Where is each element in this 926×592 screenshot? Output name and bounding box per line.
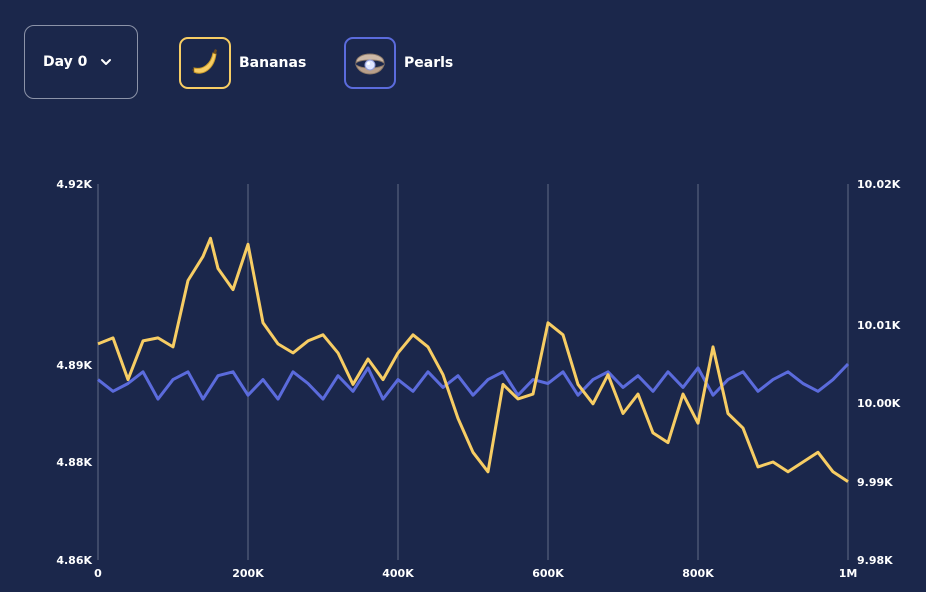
pearl-oyster-icon (344, 37, 396, 89)
x-tick-label: 800K (682, 567, 714, 580)
y-left-tick-label: 4.88K (56, 456, 92, 469)
y-left-tick-label: 4.89K (56, 359, 92, 372)
series-lines (97, 236, 850, 483)
y-left-tick-label: 4.86K (56, 554, 92, 567)
day-select[interactable]: Day 0 (24, 25, 138, 99)
legend-pearls[interactable]: Pearls (344, 35, 453, 91)
y-right-tick-label: 9.99K (857, 476, 893, 489)
x-tick-label: 600K (532, 567, 564, 580)
x-tick-label: 200K (232, 567, 264, 580)
x-tick-label: 1M (839, 567, 858, 580)
tick-labels: 0 200K 400K 600K 800K 1M 4.86K 4.88K 4.89K 4.92K 9… (56, 178, 900, 580)
legend-pearls-label: Pearls (404, 55, 454, 71)
pearls-series-line (97, 362, 850, 401)
y-right-tick-label: 10.02K (857, 178, 901, 191)
y-right-tick-label: 9.98K (857, 554, 893, 567)
chevron-down-icon (99, 55, 113, 69)
legend-bananas-label: Bananas (239, 55, 307, 71)
day-select-label: Day 0 (43, 54, 88, 70)
x-tick-label: 400K (382, 567, 414, 580)
x-tick-label: 0 (94, 567, 102, 580)
y-left-tick-label: 4.92K (56, 178, 92, 191)
banana-icon (179, 37, 231, 89)
y-right-tick-label: 10.01K (857, 319, 901, 332)
y-right-tick-label: 10.00K (857, 397, 901, 410)
bananas-series-line (97, 236, 849, 483)
legend-bananas[interactable]: Bananas (179, 35, 306, 91)
